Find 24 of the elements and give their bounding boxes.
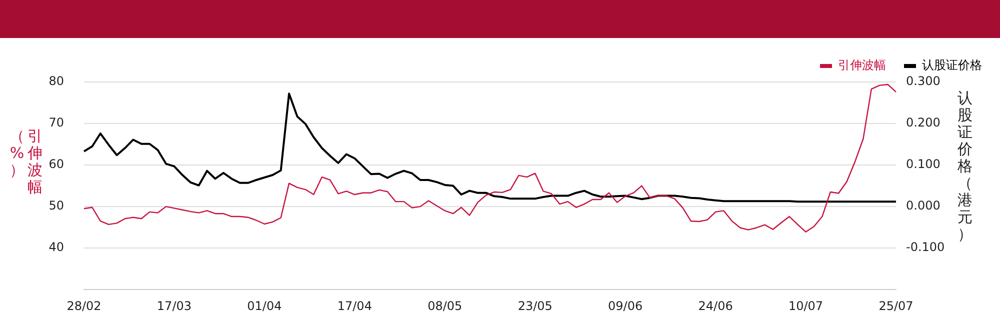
text: 引伸波幅（%） (10, 127, 42, 196)
x-tick-label: 25/07 (878, 298, 914, 313)
y2-tick-label: 0.300 (906, 74, 940, 88)
text: 认股证价格（港元） (958, 89, 972, 243)
x-tick-label: 17/03 (156, 298, 192, 313)
x-tick-label: 10/07 (788, 298, 824, 313)
y2-tick-label: 0.100 (906, 157, 940, 172)
y-tick-label: 70 (48, 116, 64, 130)
y-tick-label: 80 (48, 74, 64, 88)
x-tick-label: 08/05 (428, 298, 462, 313)
y2-tick-label: -0.100 (906, 240, 945, 254)
legend-label: 认股证价格 (922, 58, 982, 72)
x-tick-label: 17/04 (337, 298, 372, 313)
x-tick-label: 24/06 (698, 298, 733, 313)
y-tick-label: 60 (48, 157, 64, 172)
y2-tick-label: 0.200 (906, 116, 940, 130)
y2-tick-label: 0.000 (906, 198, 940, 213)
y-tick-label: 50 (48, 198, 64, 213)
x-tick-label: 28/02 (66, 298, 102, 313)
x-tick-label: 23/05 (518, 298, 552, 313)
x-tick-label: 09/06 (608, 298, 643, 313)
x-tick-label: 01/04 (247, 298, 282, 313)
legend-label: 引伸波幅 (838, 58, 886, 72)
y-tick-label: 40 (48, 240, 64, 254)
